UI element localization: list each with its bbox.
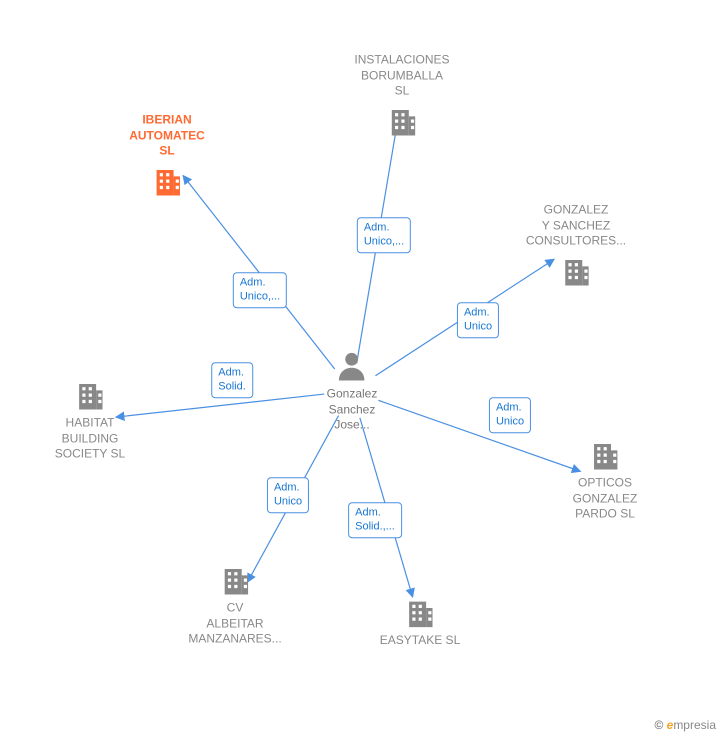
- company-icon-wrap: [526, 253, 626, 287]
- company-label-line: SL: [129, 144, 205, 160]
- edge-label-line: Unico: [496, 415, 524, 429]
- edge-label: Adm.Solid.,...: [348, 502, 402, 538]
- person-icon: [335, 349, 369, 383]
- company-label-line: GONZALEZ: [573, 491, 638, 507]
- company-node[interactable]: HABITATBUILDINGSOCIETY SL: [55, 378, 125, 463]
- company-icon-wrap: [354, 103, 449, 137]
- company-icon-wrap: [129, 163, 205, 197]
- company-label-line: INSTALACIONES: [354, 53, 449, 69]
- company-label-line: PARDO SL: [573, 507, 638, 523]
- company-label: GONZALEZY SANCHEZCONSULTORES...: [526, 203, 626, 250]
- company-label: EASYTAKE SL: [380, 633, 460, 649]
- company-label-line: HABITAT: [55, 416, 125, 432]
- edge-label-line: Adm.: [464, 306, 492, 320]
- edge-label: Adm.Solid.: [211, 362, 253, 398]
- edge-label-line: Adm.: [496, 401, 524, 415]
- company-label-line: EASYTAKE SL: [380, 633, 460, 649]
- building-icon: [218, 563, 252, 597]
- edge-label-line: Solid.,...: [355, 520, 395, 534]
- company-label-line: OPTICOS: [573, 476, 638, 492]
- company-node[interactable]: INSTALACIONESBORUMBALLASL: [354, 53, 449, 138]
- company-label: IBERIANAUTOMATECSL: [129, 113, 205, 160]
- company-label-line: IBERIAN: [129, 113, 205, 129]
- company-label-line: SOCIETY SL: [55, 447, 125, 463]
- edge-label-line: Solid.: [218, 380, 246, 394]
- building-icon: [150, 163, 184, 197]
- center-node[interactable]: GonzalezSanchezJose...: [327, 349, 378, 434]
- building-icon: [559, 253, 593, 287]
- copyright-symbol: ©: [654, 718, 663, 732]
- building-icon: [385, 103, 419, 137]
- company-node[interactable]: IBERIANAUTOMATECSL: [129, 113, 205, 198]
- company-icon-wrap: [55, 378, 125, 412]
- building-icon: [403, 595, 437, 629]
- center-label-line: Gonzalez: [327, 387, 378, 403]
- company-label: CVALBEITARMANZANARES...: [188, 601, 281, 648]
- edge-label-line: Adm.: [240, 276, 280, 290]
- company-label: HABITATBUILDINGSOCIETY SL: [55, 416, 125, 463]
- edge-label: Adm.Unico,...: [233, 272, 287, 308]
- building-icon: [588, 438, 622, 472]
- center-label-line: Sanchez: [327, 402, 378, 418]
- center-label-line: Jose...: [327, 418, 378, 434]
- edge-label-line: Unico: [274, 495, 302, 509]
- company-label-line: GONZALEZ: [526, 203, 626, 219]
- company-icon-wrap: [380, 595, 460, 629]
- edge-label-line: Adm.: [355, 506, 395, 520]
- company-label-line: BORUMBALLA: [354, 68, 449, 84]
- company-label-line: Y SANCHEZ: [526, 218, 626, 234]
- company-label-line: CV: [188, 601, 281, 617]
- edge-label-line: Unico: [464, 320, 492, 334]
- company-icon-wrap: [188, 563, 281, 597]
- company-node[interactable]: GONZALEZY SANCHEZCONSULTORES...: [526, 203, 626, 288]
- edge-label-line: Adm.: [274, 481, 302, 495]
- brand-rest: mpresia: [673, 718, 716, 732]
- credit-line: © empresia: [654, 718, 716, 732]
- company-icon-wrap: [573, 438, 638, 472]
- company-label-line: BUILDING: [55, 431, 125, 447]
- building-icon: [73, 378, 107, 412]
- edge-label-line: Unico,...: [240, 290, 280, 304]
- company-node[interactable]: EASYTAKE SL: [380, 595, 460, 649]
- company-label: OPTICOSGONZALEZPARDO SL: [573, 476, 638, 523]
- edge-line: [378, 400, 580, 471]
- edge-label: Adm.Unico: [457, 302, 499, 338]
- center-label: GonzalezSanchezJose...: [327, 387, 378, 434]
- company-label-line: CONSULTORES...: [526, 234, 626, 250]
- company-label-line: AUTOMATEC: [129, 128, 205, 144]
- center-icon-wrap: [327, 349, 378, 383]
- edge-label: Adm.Unico: [489, 397, 531, 433]
- edge-label-line: Adm.: [364, 221, 404, 235]
- company-label-line: SL: [354, 84, 449, 100]
- edge-label: Adm.Unico: [267, 477, 309, 513]
- edge-label: Adm.Unico,...: [357, 217, 411, 253]
- company-node[interactable]: CVALBEITARMANZANARES...: [188, 563, 281, 648]
- company-node[interactable]: OPTICOSGONZALEZPARDO SL: [573, 438, 638, 523]
- company-label: INSTALACIONESBORUMBALLASL: [354, 53, 449, 100]
- edge-label-line: Unico,...: [364, 235, 404, 249]
- company-label-line: ALBEITAR: [188, 616, 281, 632]
- edge-label-line: Adm.: [218, 366, 246, 380]
- company-label-line: MANZANARES...: [188, 632, 281, 648]
